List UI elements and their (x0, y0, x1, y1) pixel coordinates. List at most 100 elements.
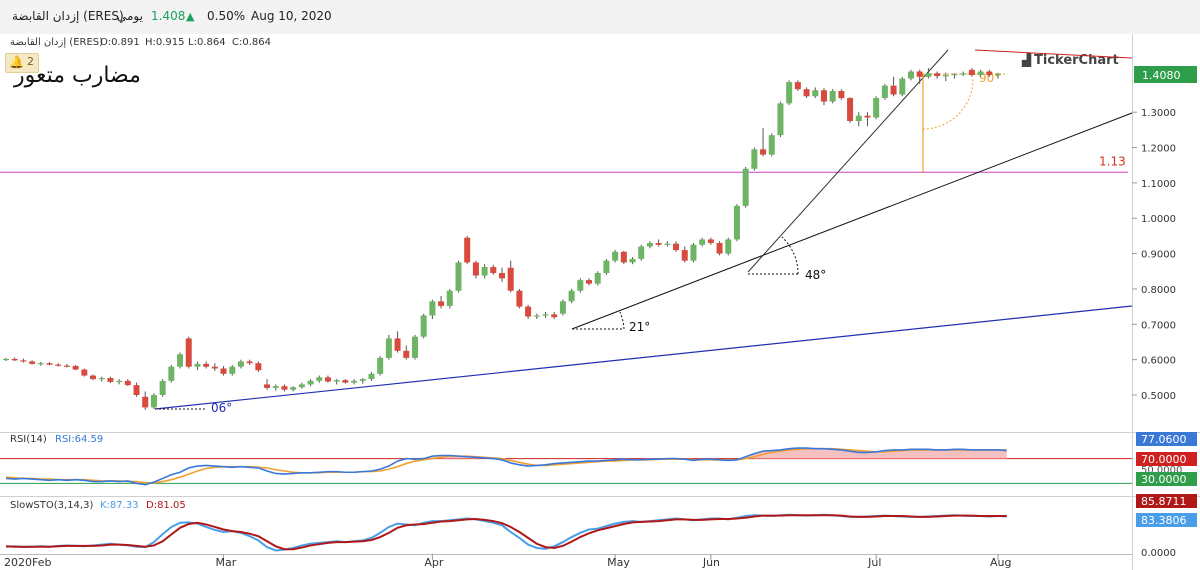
candle-body[interactable] (855, 115, 862, 122)
candle-body[interactable] (803, 89, 810, 97)
candle-body[interactable] (768, 135, 775, 155)
candle-body[interactable] (359, 379, 366, 381)
candle-body[interactable] (542, 314, 549, 316)
candle-body[interactable] (316, 377, 323, 381)
candle-body[interactable] (3, 358, 9, 361)
interval-label[interactable]: يومي (117, 9, 143, 23)
candle-body[interactable] (351, 380, 358, 383)
candle-body[interactable] (673, 243, 680, 251)
candle-body[interactable] (612, 251, 619, 261)
candle-body[interactable] (159, 380, 166, 395)
candle-body[interactable] (342, 380, 349, 383)
candle-body[interactable] (820, 90, 827, 102)
candle-body[interactable] (150, 395, 157, 408)
candle-body[interactable] (977, 71, 984, 76)
candle-body[interactable] (716, 242, 723, 254)
candle-body[interactable] (411, 336, 418, 358)
candle-body[interactable] (864, 115, 871, 118)
candle-body[interactable] (255, 363, 262, 371)
candle-body[interactable] (29, 361, 36, 364)
candle-body[interactable] (142, 396, 149, 408)
candle-body[interactable] (455, 262, 462, 291)
candle-body[interactable] (211, 366, 218, 369)
candle-body[interactable] (777, 103, 784, 136)
candle-body[interactable] (986, 71, 993, 76)
candle-body[interactable] (481, 267, 488, 276)
candlestick-series[interactable] (3, 67, 1001, 410)
candle-body[interactable] (377, 357, 384, 374)
candle-body[interactable] (516, 290, 523, 307)
candle-body[interactable] (446, 290, 453, 306)
rsi-panel[interactable] (0, 447, 1132, 486)
candle-body[interactable] (577, 280, 584, 291)
candle-body[interactable] (603, 260, 610, 274)
trendline-black-steep[interactable] (747, 49, 949, 273)
candle-body[interactable] (751, 149, 758, 169)
candle-body[interactable] (333, 380, 340, 382)
candle-body[interactable] (55, 364, 62, 366)
candle-body[interactable] (394, 338, 401, 351)
candle-body[interactable] (324, 377, 331, 382)
candle-body[interactable] (420, 315, 427, 337)
candle-body[interactable] (81, 369, 88, 376)
candle-body[interactable] (203, 363, 210, 367)
candle-body[interactable] (942, 75, 949, 77)
candle-body[interactable] (899, 78, 906, 95)
trendline-blue[interactable] (154, 305, 1133, 410)
candle-body[interactable] (725, 239, 732, 254)
candle-body[interactable] (507, 267, 514, 291)
candle-body[interactable] (403, 350, 410, 358)
candle-body[interactable] (298, 384, 305, 388)
candle-body[interactable] (829, 90, 836, 102)
candle-body[interactable] (429, 301, 436, 316)
candle-body[interactable] (568, 290, 575, 302)
candle-body[interactable] (72, 366, 79, 370)
candle-body[interactable] (890, 85, 897, 95)
candle-body[interactable] (951, 74, 958, 76)
candle-body[interactable] (925, 73, 932, 77)
candle-body[interactable] (525, 306, 532, 317)
candle-body[interactable] (281, 386, 288, 390)
candle-body[interactable] (194, 363, 201, 367)
candle-body[interactable] (786, 82, 793, 104)
candle-body[interactable] (655, 242, 662, 245)
candle-body[interactable] (551, 314, 558, 318)
candle-body[interactable] (46, 363, 53, 365)
candle-body[interactable] (760, 149, 767, 155)
candle-body[interactable] (229, 366, 236, 374)
candle-body[interactable] (98, 378, 105, 380)
symbol-name[interactable]: إزدان القابضة (ERES) (12, 9, 124, 23)
candle-body[interactable] (881, 85, 888, 99)
candle-body[interactable] (177, 354, 184, 367)
candle-body[interactable] (629, 258, 636, 263)
candle-body[interactable] (472, 262, 479, 276)
candle-body[interactable] (934, 73, 941, 77)
candle-body[interactable] (968, 69, 975, 76)
candle-body[interactable] (690, 244, 697, 261)
candle-body[interactable] (185, 338, 192, 367)
candle-body[interactable] (681, 250, 688, 261)
chart-area[interactable]: إزدان القابضة (ERES) O:0.891 H:0.915 L:0… (0, 34, 1200, 570)
candle-body[interactable] (847, 98, 854, 122)
candle-body[interactable] (107, 378, 114, 382)
candle-body[interactable] (742, 168, 749, 206)
trendline-red[interactable] (974, 49, 1133, 59)
candle-body[interactable] (533, 315, 540, 317)
candle-body[interactable] (733, 205, 740, 240)
candle-body[interactable] (499, 273, 505, 279)
candle-body[interactable] (664, 243, 671, 245)
candle-body[interactable] (168, 366, 175, 381)
candle-body[interactable] (794, 82, 801, 90)
candle-body[interactable] (838, 90, 845, 99)
candle-body[interactable] (490, 267, 497, 274)
candle-body[interactable] (916, 71, 923, 77)
candle-body[interactable] (812, 90, 819, 97)
stoch-d-line[interactable] (5, 514, 1007, 551)
alerts-badge[interactable]: 🔔 2 (5, 53, 39, 73)
candle-body[interactable] (90, 375, 97, 380)
candle-body[interactable] (559, 301, 566, 314)
candle-body[interactable] (116, 380, 123, 383)
candle-body[interactable] (385, 338, 392, 358)
candle-body[interactable] (638, 246, 645, 259)
candle-body[interactable] (264, 384, 271, 388)
